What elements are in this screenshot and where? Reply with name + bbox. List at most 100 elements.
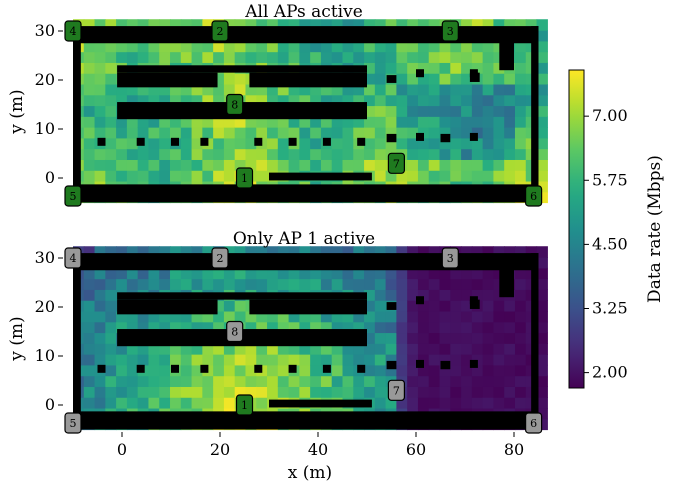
y-tick-label: 0 [45,395,55,414]
heat-cell [364,105,376,117]
colorbar-label: Data rate (Mbps) [645,155,665,303]
heat-cell [180,386,193,398]
heat-cell [310,375,322,387]
heat-cell [148,137,160,150]
heat-cell [461,51,473,63]
heat-cell [223,310,236,323]
heat-cell [353,354,365,366]
heat-cell [396,105,408,117]
heat-cell [94,289,106,301]
heat-cell [428,62,441,74]
heat-cell [514,343,527,355]
heat-cell [83,343,96,355]
heat-cell [514,116,527,128]
heat-cell [396,116,408,128]
wall [73,253,539,271]
panel-title: Only AP 1 active [233,229,375,249]
heat-cell [353,40,365,53]
heat-cell [342,83,354,96]
heat-cell [202,246,214,258]
ap-box [387,152,405,174]
heat-cell [374,94,387,107]
heat-cell [126,83,139,96]
heat-cell [94,278,106,290]
heat-cell [202,170,214,182]
heat-cell [213,354,225,366]
heat-cell [299,343,311,355]
heat-cell [407,19,419,31]
heat-cell [461,62,473,74]
pillar [171,74,179,83]
heat-cell [514,354,527,366]
heat-cell [374,246,387,258]
heat-cell [310,148,322,160]
heat-cell [191,364,203,377]
heat-cell [407,375,419,387]
heat-cell [213,148,225,160]
heat-cell [450,375,462,387]
heat-cell [137,40,150,53]
heat-cell [191,343,203,355]
heat-cell [159,267,171,280]
ap-marker-6: 6 [524,185,543,207]
pillar [322,74,331,83]
heat-cell [137,170,150,182]
heat-cell [482,267,495,280]
heat-cell [482,127,495,139]
heat-cell [407,116,419,128]
heat-cell [450,278,462,290]
ap-box [235,394,254,416]
heat-cell [170,127,182,139]
heat-cell [213,278,225,290]
heat-cell [159,137,171,150]
heat-cell [374,116,387,128]
heat-cell [213,321,225,334]
heat-cell [148,375,160,387]
heat-cell [439,137,451,150]
heat-cell [320,94,333,107]
ap-box [64,185,82,207]
heat-cell [385,62,397,74]
heat-cell [493,19,505,31]
ap-label: 7 [393,384,400,397]
heat-cell [482,321,495,334]
heat-cell [299,137,311,150]
heat-cell [105,127,117,139]
heat-cell [180,127,193,139]
heat-cell [202,148,214,160]
heat-cell [471,386,484,398]
heat-cell [116,267,128,280]
heat-cell [493,105,505,117]
heat-cell [320,127,333,139]
heat-cell [514,105,527,117]
heat-cell [320,321,333,334]
heat-cell [536,191,548,204]
heat-cell [374,354,387,366]
heat-cell [536,19,548,31]
heat-cell [126,386,139,398]
heat-cell [148,148,160,160]
heat-cell [180,116,193,128]
wall [469,299,480,309]
heat-cell [471,148,484,160]
heat-cell [407,386,419,398]
heat-cell [105,51,117,63]
heat-cell [374,397,387,409]
heat-cell [148,386,160,398]
heat-cell [493,375,505,387]
heat-cell [202,94,214,107]
heat-cell [504,159,516,171]
heat-cell [428,289,441,301]
heat-cell [385,310,397,323]
heat-cell [536,310,548,323]
heat-cell [471,137,484,150]
heat-cell [374,127,387,139]
heat-cell [482,40,495,53]
heat-cell [234,343,247,355]
heat-cell [374,148,387,160]
heat-cell [213,51,225,63]
heat-cell [180,375,193,387]
pillar [288,301,297,310]
wall [499,258,514,298]
heat-cell [482,332,495,344]
